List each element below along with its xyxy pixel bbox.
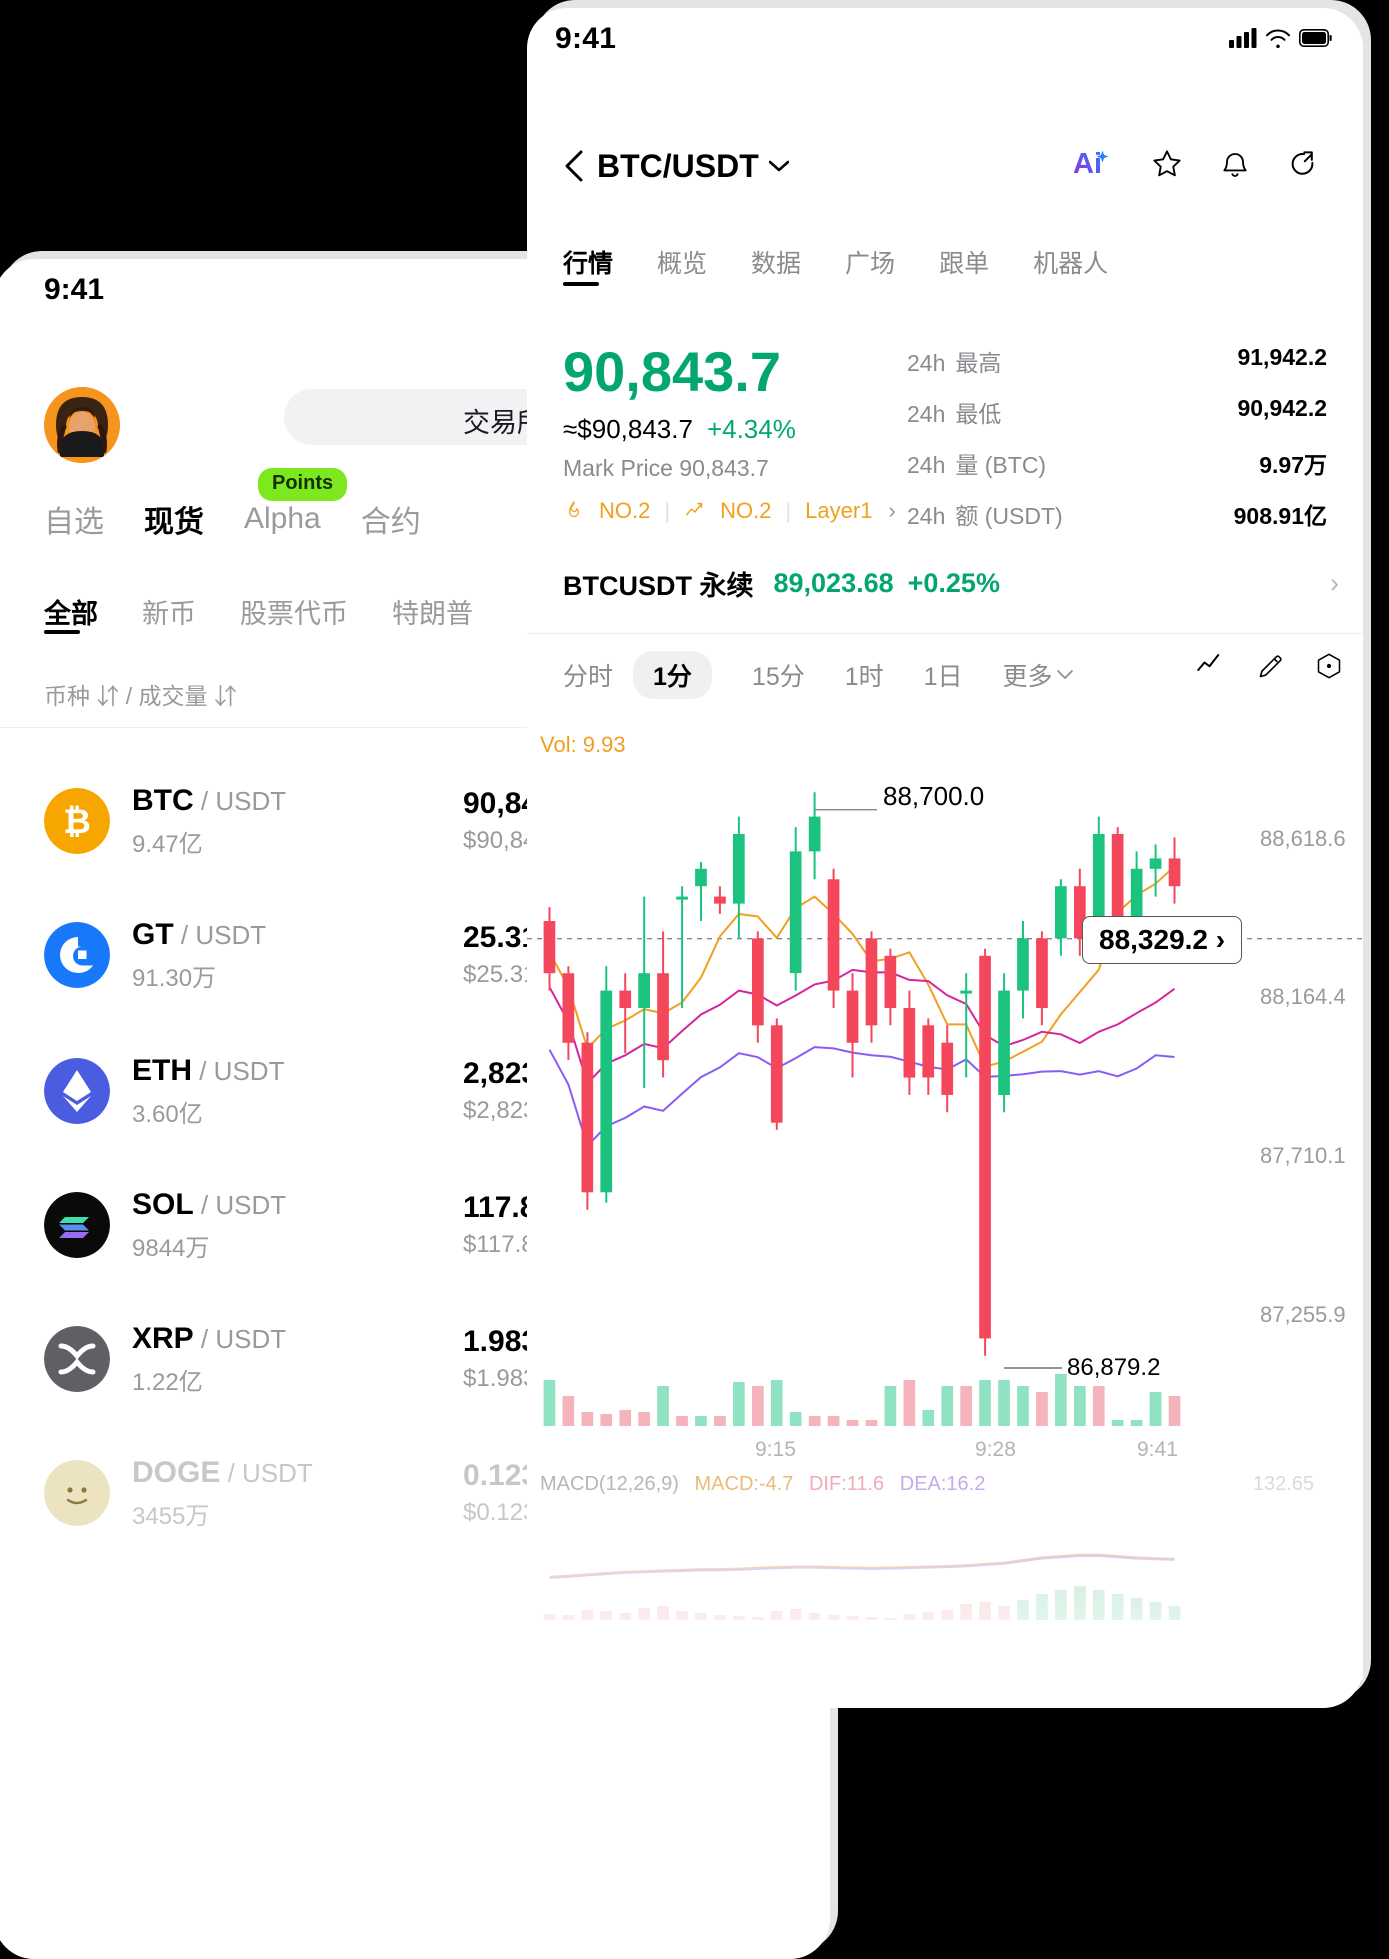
svg-text:₿: ₿ (63, 803, 91, 841)
svg-text:Ai: Ai (1073, 148, 1102, 180)
